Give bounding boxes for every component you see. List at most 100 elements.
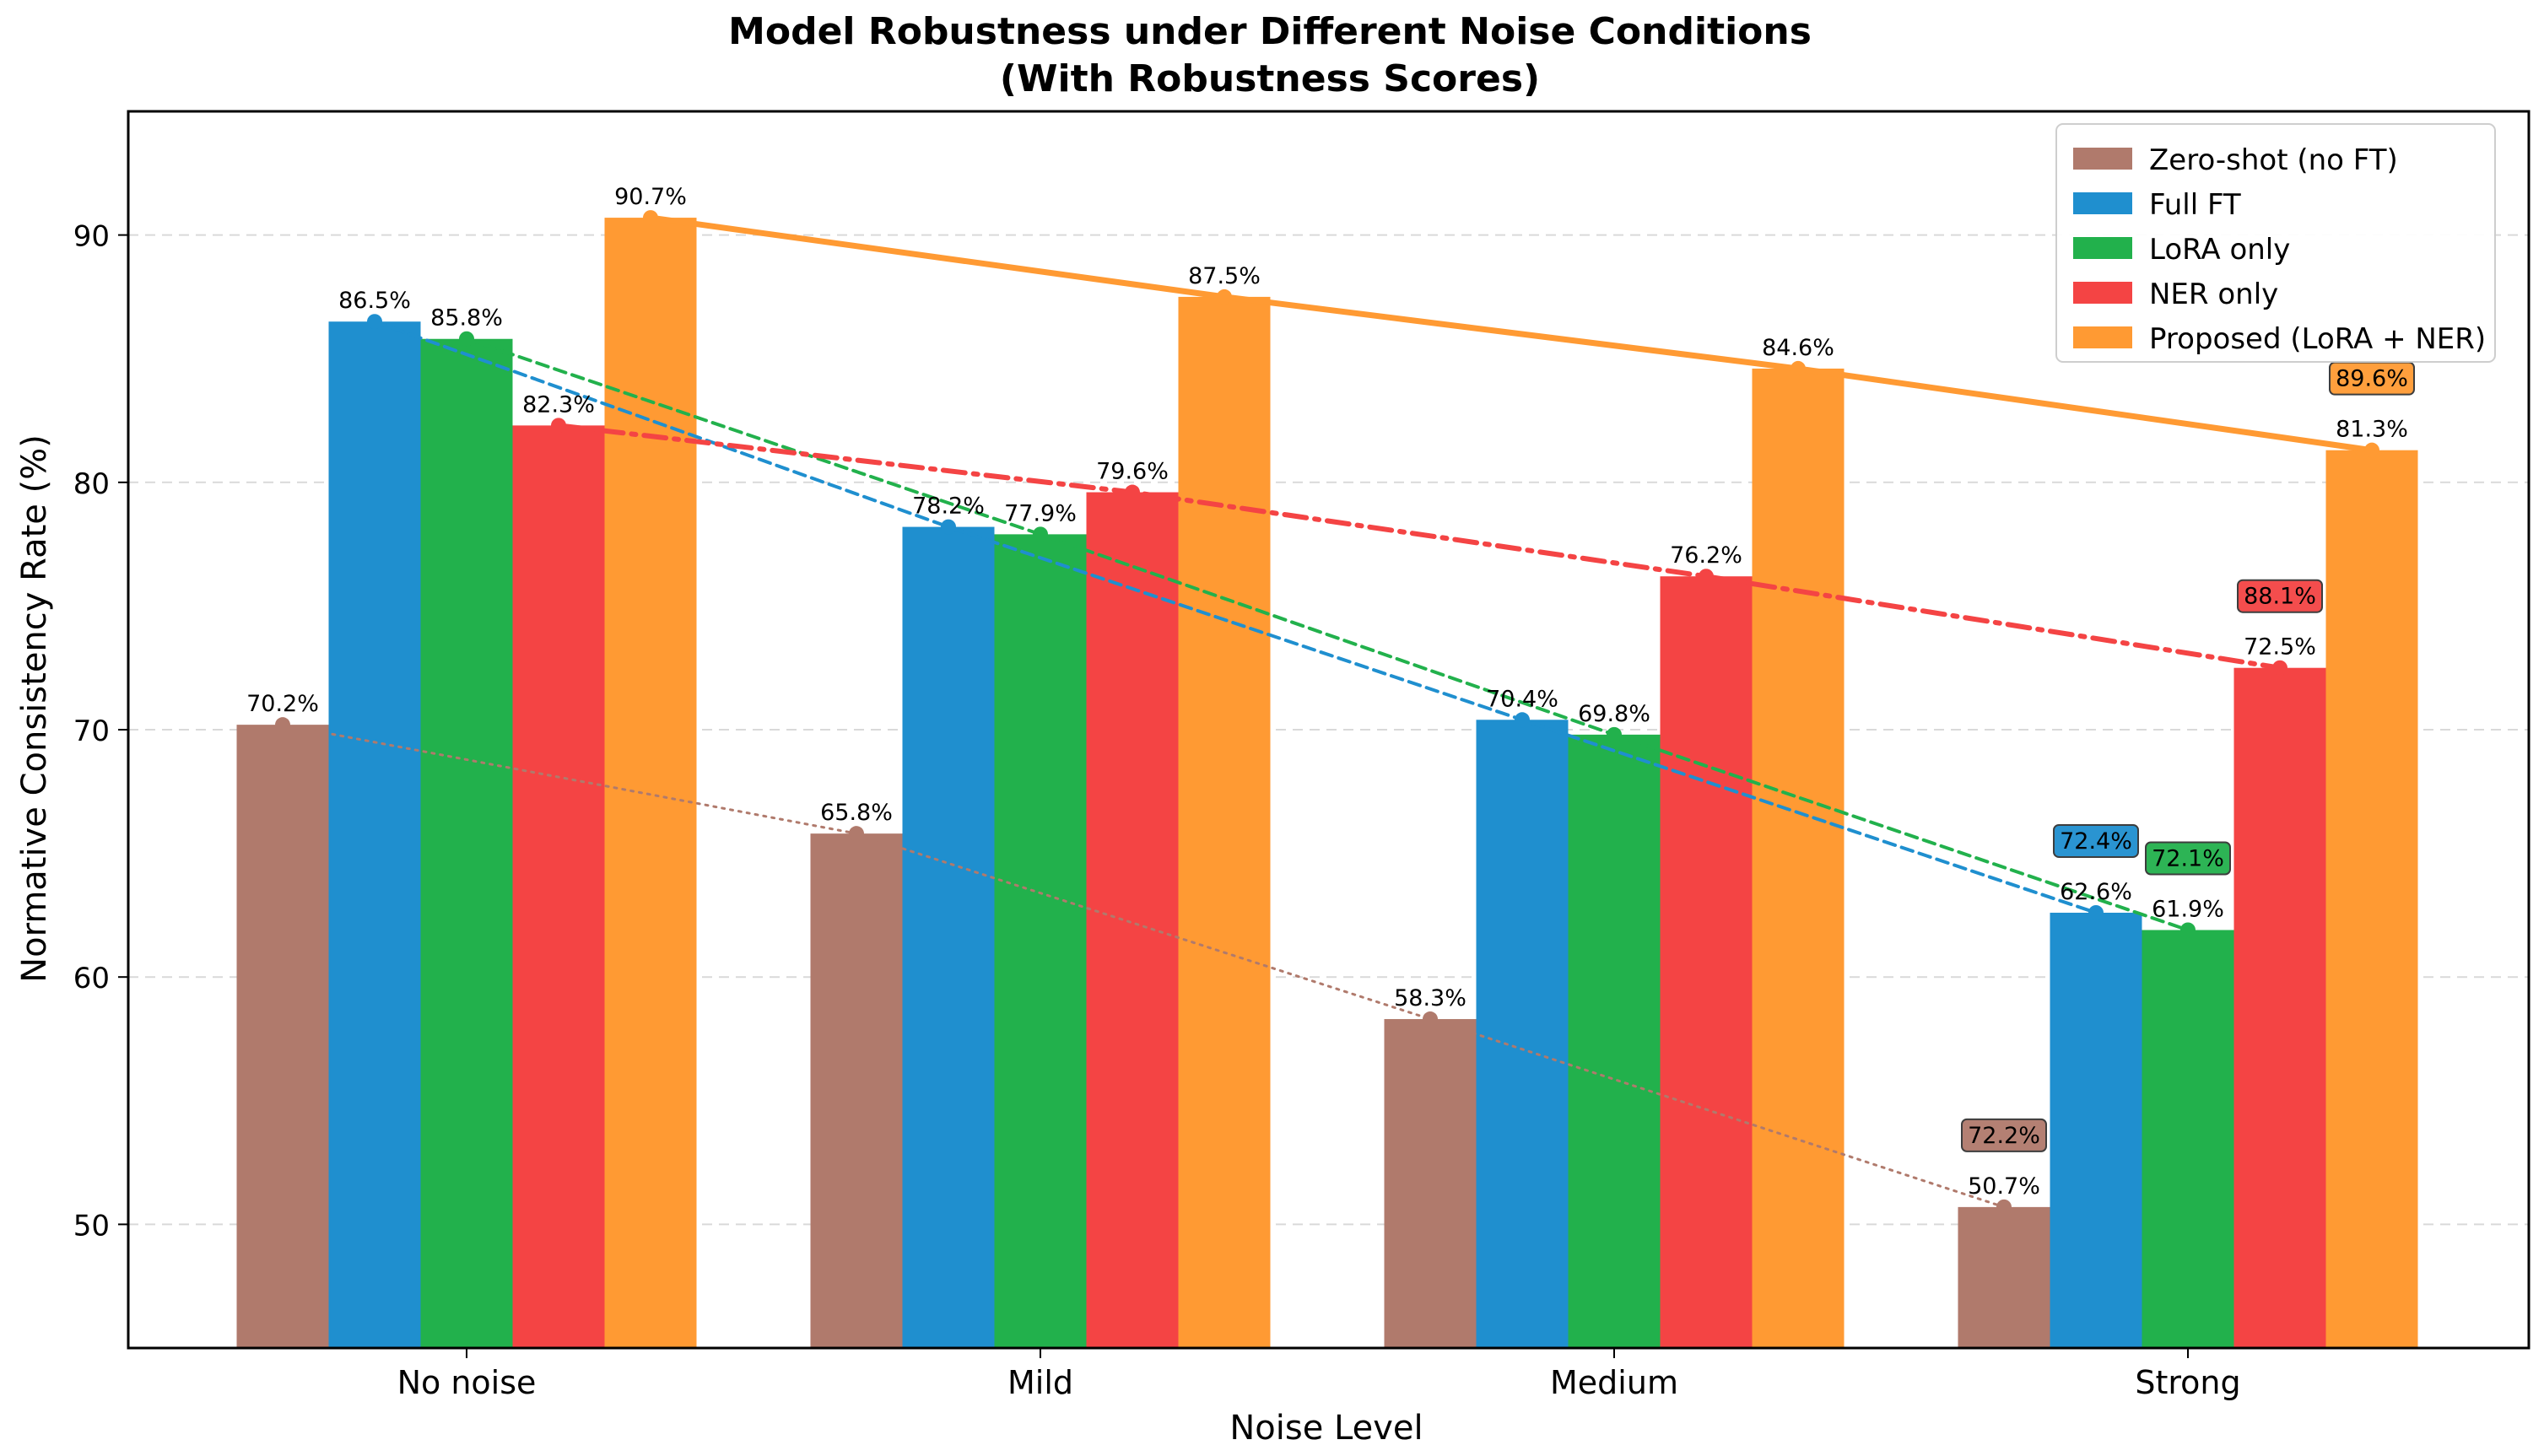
data-point [1033,526,1048,542]
data-point [275,717,290,733]
legend-item-label: NER only [2149,278,2278,311]
y-tick-label: 60 [73,962,110,995]
bar [810,833,903,1348]
bar [1568,734,1661,1348]
robustness-score-label: 72.2% [1968,1123,2040,1149]
data-label: 70.4% [1486,686,1558,712]
plot-frame [127,110,2530,1350]
data-point [1607,726,1622,742]
data-label: 50.7% [1968,1173,2040,1200]
x-tick-label: Mild [1007,1364,1073,1401]
bar [2142,930,2234,1348]
data-label: 81.3% [2336,417,2408,443]
data-label: 65.8% [820,800,893,826]
x-axis-label: Noise Level [1229,1409,1423,1448]
data-point [2088,904,2104,920]
bar [236,725,329,1348]
data-label: 72.5% [2244,634,2316,661]
data-label: 90.7% [614,184,687,210]
y-tick-label: 70 [73,715,110,748]
bar [1660,576,1753,1348]
bar [2233,667,2326,1348]
bar [2050,912,2142,1348]
bar [1752,368,1845,1349]
legend-item-label: LoRA only [2149,233,2290,267]
data-point [1791,360,1806,376]
x-tick-label: Strong [2135,1364,2240,1401]
legend-swatch [2073,192,2132,214]
data-point [1699,569,1714,585]
data-point [1125,484,1140,500]
chart-subtitle: (With Robustness Scores) [1000,57,1540,100]
legend-swatch [2073,326,2132,348]
bar [512,425,605,1348]
bar [1178,296,1271,1348]
data-point [1423,1011,1438,1027]
data-label: 82.3% [522,391,595,418]
trend-line [465,337,2190,932]
legend-item-label: Full FT [2149,188,2241,222]
data-point [551,418,566,434]
data-label: 58.3% [1394,985,1466,1011]
robustness-score-badge [2237,579,2323,613]
trend-line [281,723,2006,1209]
y-axis-label: Normative Consistency Rate (%) [15,434,54,983]
data-label: 76.2% [1670,542,1742,569]
bar [328,321,421,1349]
y-tick-label: 50 [73,1209,110,1243]
robustness-score-badge [2053,823,2139,858]
data-point [367,314,382,330]
bar [1958,1206,2050,1348]
bar [2325,450,2418,1348]
robustness-score-badge [1961,1118,2047,1152]
data-point [1996,1199,2012,1215]
y-tick-label: 90 [73,220,110,254]
legend-box [2055,123,2496,363]
data-label: 79.6% [1096,459,1169,485]
trend-line [647,214,2375,454]
data-point [2180,922,2196,938]
data-point [1217,289,1232,305]
data-label: 85.8% [430,305,503,332]
legend-swatch [2073,237,2132,259]
labels-layer: 70.2% 65.8% 58.3% 50.7% 72.2% 86.5% 78.2% 70.4%… [246,184,2415,1200]
robustness-score-label: 89.6% [2336,366,2408,392]
trend-line [556,423,2282,671]
data-label: 84.6% [1762,335,1834,361]
data-label: 77.9% [1004,500,1077,526]
robustness-score-label: 72.1% [2152,845,2224,871]
data-label: 87.5% [1188,263,1261,289]
trend-line [373,320,2098,914]
data-point [1515,712,1530,728]
bar [902,526,995,1348]
data-label: 61.9% [2152,896,2224,922]
axes-layer: 50 60 70 80 90 No noise Mild Medium Strong [73,110,2530,1401]
bar [994,534,1087,1348]
data-point [2272,660,2287,676]
lines-layer [275,210,2379,1215]
data-point [849,826,864,842]
legend-swatch [2073,148,2132,170]
bar [1384,1019,1477,1348]
robustness-score-label: 72.4% [2060,828,2132,855]
data-point [643,210,658,226]
robustness-score-label: 88.1% [2244,584,2316,610]
x-tick-label: No noise [397,1364,537,1401]
bar [604,218,697,1349]
chart-title: Model Robustness under Different Noise C… [728,10,1812,53]
data-point [941,519,956,535]
data-label: 78.2% [912,493,985,520]
x-tick-label: Medium [1550,1364,1678,1401]
data-point [2364,442,2379,458]
bars-layer [236,218,2418,1349]
data-label: 62.6% [2060,879,2132,905]
bar [1476,720,1569,1348]
robustness-score-badge [2145,841,2231,876]
y-tick-label: 80 [73,467,110,501]
data-label: 69.8% [1578,701,1650,727]
bar [420,338,513,1348]
data-label: 86.5% [338,288,411,314]
legend: Zero-shot (no FT) Full FT LoRA only NER onl… [2055,123,2496,363]
